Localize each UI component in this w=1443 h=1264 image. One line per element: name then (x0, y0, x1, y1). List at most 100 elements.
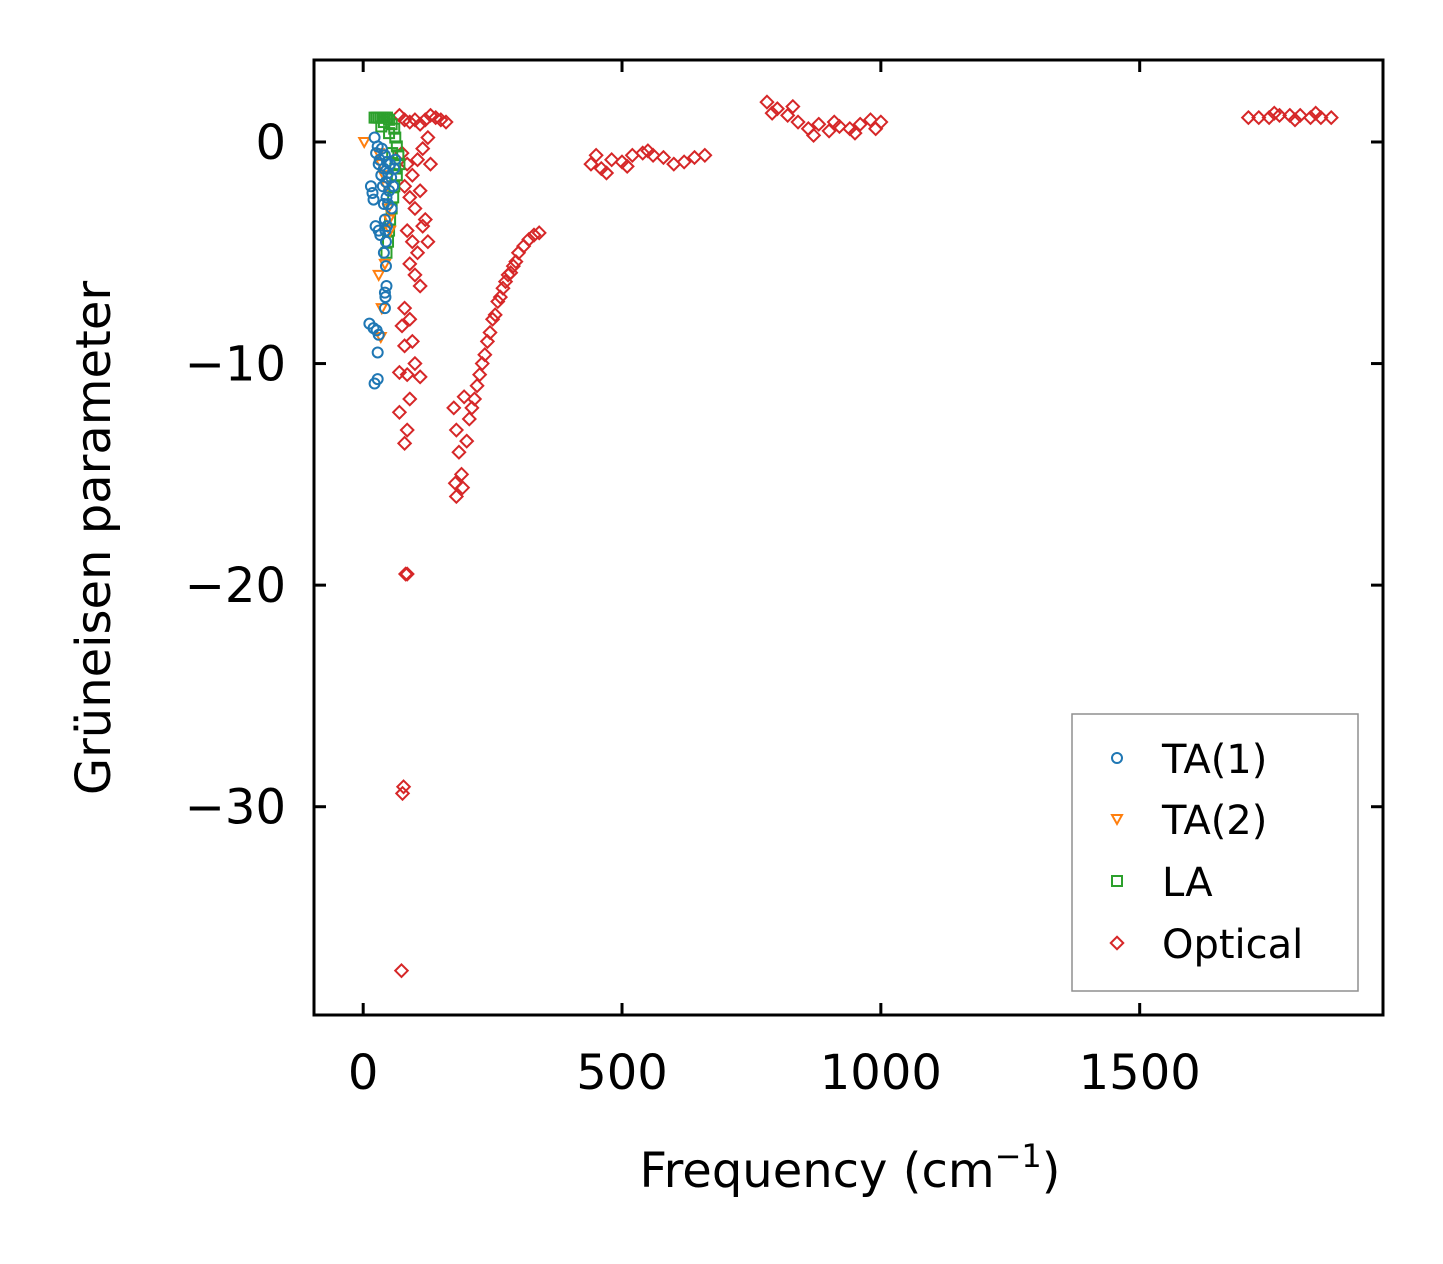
legend-label-la: LA (1162, 860, 1213, 906)
data-point (412, 183, 428, 199)
data-point (409, 245, 426, 261)
legend-frame (1071, 713, 1359, 992)
data-point (603, 152, 620, 168)
data-point (655, 149, 672, 166)
data-point (380, 155, 393, 168)
data-point (415, 140, 431, 157)
y-tick-label: 0 (255, 115, 286, 171)
data-point (805, 127, 822, 144)
data-point (466, 391, 483, 407)
x-tick-label: 1500 (1079, 1045, 1201, 1101)
data-point (811, 116, 827, 132)
x-tick-label: 0 (348, 1045, 379, 1101)
data-point (409, 152, 426, 168)
data-point (412, 369, 428, 385)
data-point (847, 125, 863, 141)
data-point (395, 779, 412, 795)
data-point (785, 98, 801, 115)
data-point (422, 156, 439, 172)
data-point (780, 107, 796, 124)
data-point (759, 94, 775, 110)
data-point (399, 366, 415, 383)
data-point (490, 293, 506, 310)
data-point (448, 422, 465, 438)
data-point (531, 225, 547, 241)
data-point (380, 280, 393, 293)
data-point (1251, 109, 1267, 126)
data-point (764, 105, 780, 121)
data-point (366, 186, 379, 199)
y-tick-label: −20 (185, 558, 286, 614)
data-point (380, 191, 393, 204)
y-axis-label: Grüneisen parameter (66, 281, 122, 796)
data-point (387, 180, 400, 193)
legend-marker-ta-1 (1111, 752, 1123, 764)
data-point (374, 229, 387, 242)
data-point (826, 114, 842, 130)
legend-marker-optical (1109, 935, 1125, 951)
data-point (640, 143, 656, 159)
legend-marker-ta-2 (1110, 814, 1124, 827)
data-point (364, 180, 377, 193)
data-point (367, 193, 380, 206)
data-point (407, 200, 423, 217)
data-point (479, 333, 496, 350)
data-point (790, 114, 806, 130)
data-point (852, 116, 868, 132)
x-axis-label: Frequency (cm−1) (639, 1137, 1060, 1199)
data-point (456, 389, 472, 405)
data-point (391, 364, 408, 381)
data-point (389, 153, 402, 166)
data-point (357, 136, 371, 150)
data-point (399, 222, 415, 239)
data-point (583, 156, 599, 172)
data-point (868, 121, 884, 137)
data-point (404, 234, 421, 250)
data-point (404, 167, 421, 183)
data-point (412, 116, 428, 132)
data-point (697, 147, 713, 163)
data-point (446, 400, 462, 416)
data-point (399, 566, 415, 582)
data-point (402, 114, 418, 130)
legend-label-ta1: TA(1) (1161, 737, 1267, 783)
data-point (497, 273, 514, 290)
x-tick-label: 1000 (820, 1045, 942, 1101)
data-point (469, 378, 485, 394)
data-point (407, 267, 423, 283)
data-point (399, 156, 415, 172)
data-point (377, 246, 390, 259)
data-point (404, 333, 421, 350)
data-point (394, 318, 410, 334)
series-ta-1 (363, 131, 402, 390)
data-point (1287, 112, 1303, 128)
legend-label-ta2: TA(2) (1161, 798, 1267, 844)
data-point (635, 145, 651, 161)
data-point (482, 324, 498, 341)
data-point (396, 435, 413, 451)
data-point (1313, 109, 1329, 126)
data-point (402, 391, 418, 407)
data-point (471, 366, 488, 383)
data-point (391, 404, 408, 420)
data-point (402, 189, 418, 206)
legend-markers (1109, 752, 1125, 951)
data-point (378, 286, 391, 299)
data-point (862, 112, 879, 128)
data-point (505, 258, 521, 274)
y-tick-label: −30 (185, 780, 286, 836)
data-point (521, 231, 537, 248)
data-point (378, 213, 391, 226)
data-point (484, 311, 501, 327)
data-point (503, 265, 519, 281)
data-point (645, 147, 661, 163)
data-point (526, 227, 542, 243)
data-point (666, 156, 682, 172)
data-point (447, 475, 463, 491)
data-point (417, 211, 433, 228)
data-point (1240, 109, 1257, 126)
legend: TA(1) TA(2) LA Optical (1071, 713, 1359, 992)
data-point (378, 258, 392, 271)
data-point (438, 114, 454, 130)
